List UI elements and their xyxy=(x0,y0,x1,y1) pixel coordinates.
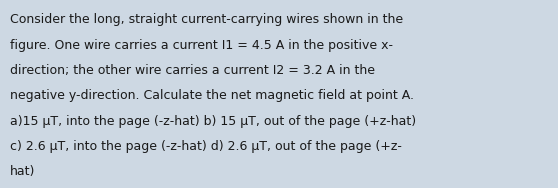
Text: negative y-direction. Calculate the net magnetic field at point A.: negative y-direction. Calculate the net … xyxy=(10,89,414,102)
Text: c) 2.6 μT, into the page (-z-hat) d) 2.6 μT, out of the page (+z-: c) 2.6 μT, into the page (-z-hat) d) 2.6… xyxy=(10,140,402,153)
Text: direction; the other wire carries a current I2 = 3.2 A in the: direction; the other wire carries a curr… xyxy=(10,64,375,77)
Text: a)15 μT, into the page (-z-hat) b) 15 μT, out of the page (+z-hat): a)15 μT, into the page (-z-hat) b) 15 μT… xyxy=(10,115,416,128)
Text: figure. One wire carries a current I1 = 4.5 A in the positive x-: figure. One wire carries a current I1 = … xyxy=(10,39,393,52)
Text: Consider the long, straight current-carrying wires shown in the: Consider the long, straight current-carr… xyxy=(10,13,403,26)
Text: hat): hat) xyxy=(10,165,35,178)
